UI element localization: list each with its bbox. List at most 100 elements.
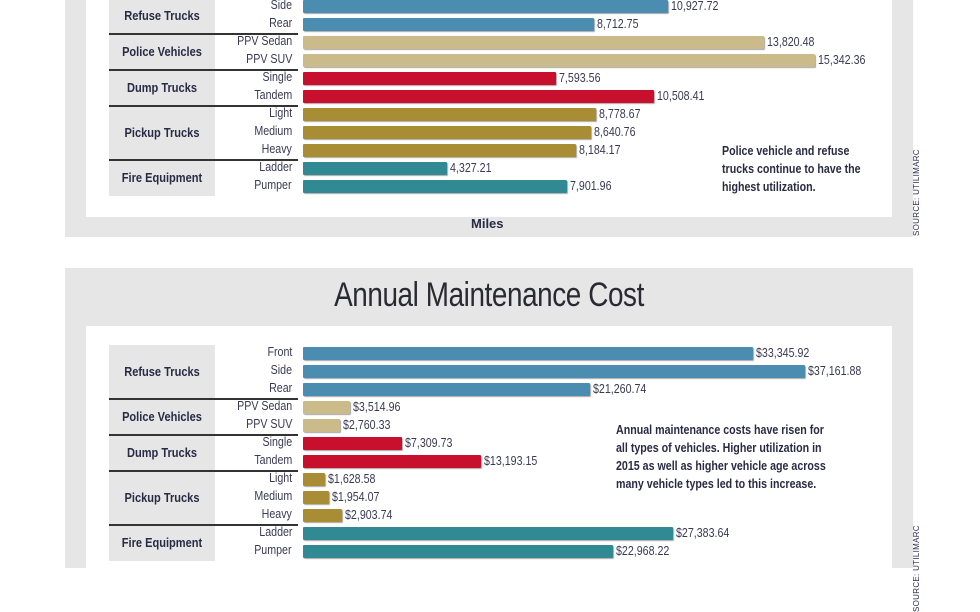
bar-pickup-trucks-heavy: [303, 144, 577, 157]
annotation-line: 2015 as well as higher vehicle age acros…: [616, 458, 826, 473]
bar-refuse-trucks-rear: [303, 383, 591, 396]
category-label-fire-equipment: Fire Equipment: [121, 535, 203, 550]
category-label-police-vehicles: Police Vehicles: [122, 44, 202, 59]
value-label: 8,640.76: [594, 124, 636, 139]
category-box: [109, 160, 215, 196]
category-label-pickup-trucks: Pickup Trucks: [124, 125, 200, 140]
bar-fire-equipment-ladder: [303, 162, 448, 175]
bar-refuse-trucks-side: [303, 0, 668, 13]
bar-label: Single: [262, 434, 292, 449]
value-label: 8,712.75: [596, 16, 639, 31]
group-separator: [109, 105, 298, 107]
bar-label: PPV SUV: [245, 416, 292, 431]
value-label: $2,760.33: [343, 417, 391, 432]
value-label: 7,593.56: [559, 70, 601, 85]
bar-police-vehicles-ppv-suv: [303, 419, 341, 432]
bar-dump-trucks-tandem: [303, 455, 482, 468]
value-label: 10,508.41: [656, 88, 705, 103]
bar-refuse-trucks-front: [303, 347, 754, 360]
bar-label: Side: [270, 0, 292, 12]
value-label: 13,820.48: [767, 34, 815, 49]
annotation-line: all types of vehicles. Higher utilizatio…: [616, 440, 822, 455]
miles-axis-label: Miles: [471, 216, 504, 231]
bar-dump-trucks-single: [303, 72, 557, 85]
bar-police-vehicles-ppv-sedan: [303, 36, 765, 49]
category-box: [109, 70, 215, 106]
bar-dump-trucks-single: [303, 437, 402, 450]
value-label: 8,778.67: [598, 106, 641, 121]
category-label-fire-equipment: Fire Equipment: [121, 170, 203, 185]
value-label: $21,260.74: [593, 381, 647, 396]
bar-label: Heavy: [261, 141, 292, 156]
category-label-refuse-trucks: Refuse Trucks: [124, 8, 200, 23]
bar-label: Side: [270, 362, 292, 377]
value-label: $27,383.64: [675, 525, 730, 540]
bar-pickup-trucks-medium: [303, 491, 330, 504]
bar-label: Tandem: [254, 87, 292, 102]
bar-label: PPV Sedan: [236, 33, 292, 48]
category-box: [109, 106, 215, 160]
value-label: $1,954.07: [332, 489, 380, 504]
value-label: $37,161.88: [808, 363, 862, 378]
value-label: 8,184.17: [579, 142, 621, 157]
bar-label: Heavy: [261, 506, 292, 521]
group-separator: [109, 159, 298, 161]
annotation-line: Police vehicle and refuse: [722, 143, 850, 158]
bar-label: Rear: [268, 380, 292, 395]
annotation-line: many vehicle types led to this increase.: [616, 476, 817, 491]
bar-label: PPV SUV: [245, 51, 292, 66]
category-label-police-vehicles: Police Vehicles: [122, 409, 202, 424]
value-label: 15,342.36: [818, 52, 866, 67]
bar-label: Light: [268, 470, 292, 485]
bar-pickup-trucks-medium: [303, 126, 592, 139]
bar-label: Single: [262, 69, 292, 84]
bar-label: Ladder: [258, 524, 292, 539]
category-box: [109, 471, 215, 525]
category-box: [109, 399, 215, 435]
category-box: [109, 0, 215, 34]
annotation-note: Annual maintenance costs have risen for a…: [616, 421, 826, 493]
value-label: $3,514.96: [353, 399, 401, 414]
category-box: [109, 34, 215, 70]
bar-fire-equipment-pumper: [303, 180, 567, 193]
value-label: $2,903.74: [345, 507, 393, 522]
bar-label: Front: [267, 344, 292, 359]
value-label: 7,901.96: [569, 178, 612, 193]
maintenance-chart-title: Annual Maintenance Cost: [334, 276, 644, 314]
bar-label: PPV Sedan: [236, 398, 292, 413]
bar-label: Pumper: [254, 542, 292, 557]
bar-fire-equipment-ladder: [303, 527, 673, 540]
value-label: 10,927.72: [670, 0, 719, 13]
category-label-refuse-trucks: Refuse Trucks: [124, 364, 200, 379]
bar-police-vehicles-ppv-suv: [303, 54, 815, 67]
bar-label: Medium: [254, 123, 292, 138]
bar-label: Medium: [254, 488, 292, 503]
bar-label: Rear: [268, 15, 292, 30]
bar-police-vehicles-ppv-sedan: [303, 401, 351, 414]
category-box: [109, 345, 215, 399]
annotation-line: trucks continue to have the: [722, 161, 861, 176]
group-separator: [109, 33, 298, 35]
group-separator: [109, 398, 298, 400]
bar-refuse-trucks-rear: [303, 18, 594, 31]
value-label: $22,968.22: [616, 543, 670, 558]
category-label-dump-trucks: Dump Trucks: [126, 80, 197, 95]
value-label: $33,345.92: [756, 345, 810, 360]
bar-label: Pumper: [254, 177, 292, 192]
source-credit-bottom: SOURCE: UTILIMARC: [912, 525, 921, 612]
category-label-pickup-trucks: Pickup Trucks: [124, 490, 200, 505]
bar-dump-trucks-tandem: [303, 90, 654, 103]
bar-pickup-trucks-light: [303, 108, 596, 121]
annotation-line: Annual maintenance costs have risen for: [616, 422, 824, 437]
bar-pickup-trucks-heavy: [303, 509, 343, 522]
group-separator: [109, 524, 298, 526]
annotation-line: highest utilization.: [722, 179, 816, 194]
value-label: $13,193.15: [484, 453, 538, 468]
annotation-note: Police vehicle and refuse trucks continue…: [722, 142, 861, 196]
category-box: [109, 435, 215, 471]
value-label: $1,628.58: [327, 471, 376, 486]
bar-pickup-trucks-light: [303, 473, 325, 486]
source-credit-top: SOURCE: UTILIMARC: [912, 149, 921, 236]
bar-label: Light: [268, 105, 292, 120]
group-separator: [109, 434, 298, 436]
